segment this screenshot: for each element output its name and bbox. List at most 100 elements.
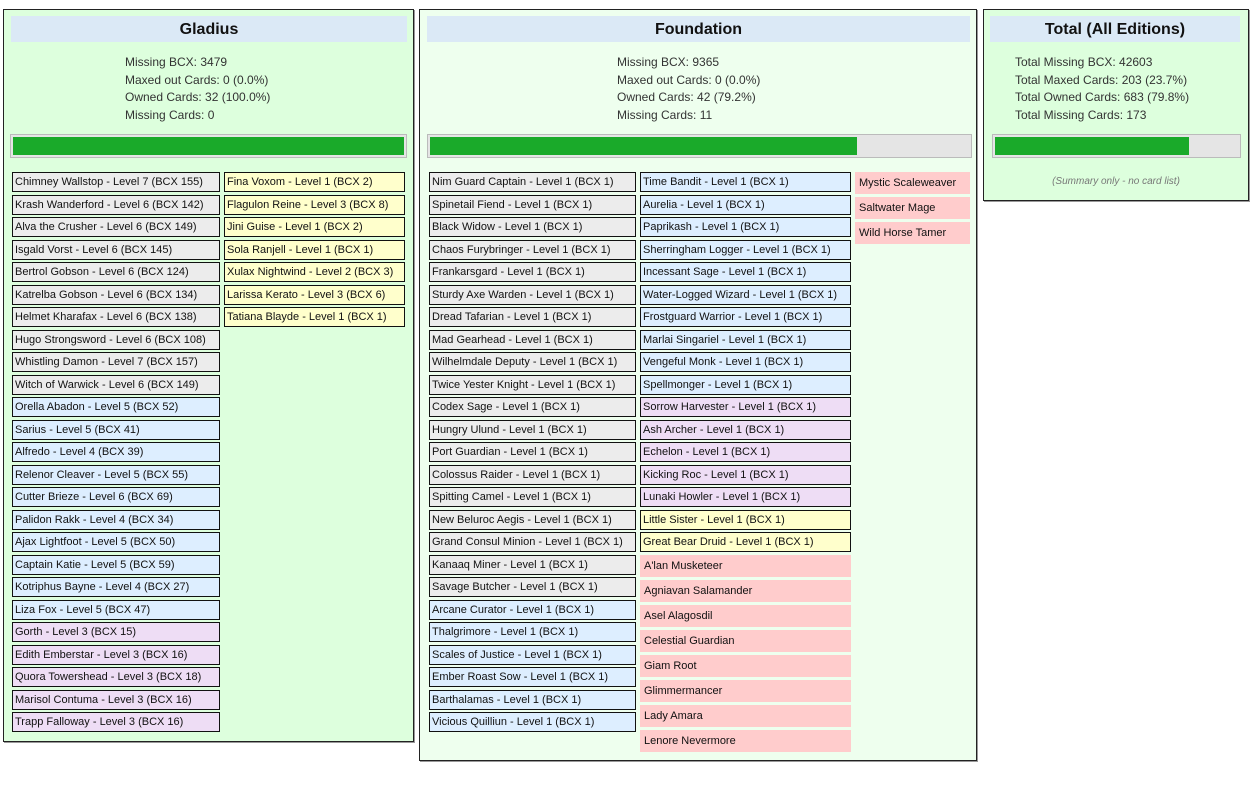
card-item[interactable]: Black Widow - Level 1 (BCX 1)	[429, 217, 636, 237]
card-item[interactable]: Helmet Kharafax - Level 6 (BCX 138)	[12, 307, 220, 327]
missing-card-item[interactable]: Agniavan Salamander	[640, 580, 851, 602]
card-item[interactable]: Hugo Strongsword - Level 6 (BCX 108)	[12, 329, 220, 350]
card-item[interactable]: Larissa Kerato - Level 3 (BCX 6)	[224, 284, 405, 305]
foundation-panel: Foundation Missing BCX: 9365 Maxed out C…	[419, 9, 977, 761]
missing-card-item[interactable]: Saltwater Mage	[855, 197, 970, 219]
card-item[interactable]: Arcane Curator - Level 1 (BCX 1)	[429, 599, 636, 620]
card-item[interactable]: Great Bear Druid - Level 1 (BCX 1)	[640, 532, 851, 552]
card-item[interactable]: Spitting Camel - Level 1 (BCX 1)	[429, 487, 636, 507]
card-item[interactable]: Chimney Wallstop - Level 7 (BCX 155)	[12, 172, 220, 192]
card-item[interactable]: Savage Butcher - Level 1 (BCX 1)	[429, 577, 636, 597]
card-item[interactable]: Kanaaq Miner - Level 1 (BCX 1)	[429, 554, 636, 575]
missing-card-item[interactable]: Lenore Nevermore	[640, 730, 851, 752]
foundation-stat-missing-bcx: Missing BCX: 9365	[617, 55, 720, 69]
card-item[interactable]: Echelon - Level 1 (BCX 1)	[640, 442, 851, 462]
gladius-panel: Gladius Missing BCX: 3479 Maxed out Card…	[3, 9, 414, 742]
card-item[interactable]: Orella Abadon - Level 5 (BCX 52)	[12, 397, 220, 417]
foundation-stats: Missing BCX: 9365 Maxed out Cards: 0 (0.…	[617, 54, 760, 124]
card-item[interactable]: Gorth - Level 3 (BCX 15)	[12, 622, 220, 642]
foundation-progress-bar	[427, 134, 972, 158]
card-item[interactable]: Sorrow Harvester - Level 1 (BCX 1)	[640, 397, 851, 417]
card-item[interactable]: Relenor Cleaver - Level 5 (BCX 55)	[12, 464, 220, 485]
card-item[interactable]: Chaos Furybringer - Level 1 (BCX 1)	[429, 239, 636, 260]
card-item[interactable]: Alva the Crusher - Level 6 (BCX 149)	[12, 217, 220, 237]
total-summary-note: (Summary only - no card list)	[1052, 176, 1180, 187]
card-item[interactable]: Sarius - Level 5 (BCX 41)	[12, 419, 220, 440]
gladius-stat-owned: Owned Cards: 32 (100.0%)	[125, 90, 271, 105]
missing-card-item[interactable]: Mystic Scaleweaver	[855, 172, 970, 194]
card-item[interactable]: Edith Emberstar - Level 3 (BCX 16)	[12, 644, 220, 665]
gladius-title: Gladius	[11, 16, 407, 42]
gladius-progress-fill	[13, 137, 404, 155]
card-item[interactable]: Liza Fox - Level 5 (BCX 47)	[12, 599, 220, 620]
card-item[interactable]: Isgald Vorst - Level 6 (BCX 145)	[12, 239, 220, 260]
card-item[interactable]: Spinetail Fiend - Level 1 (BCX 1)	[429, 194, 636, 215]
total-stat-maxed: Total Maxed Cards: 203 (23.7%)	[1015, 72, 1188, 87]
card-item[interactable]: Vicious Quilliun - Level 1 (BCX 1)	[429, 712, 636, 732]
card-item[interactable]: Aurelia - Level 1 (BCX 1)	[640, 194, 851, 215]
card-item[interactable]: Twice Yester Knight - Level 1 (BCX 1)	[429, 374, 636, 395]
card-item[interactable]: Kotriphus Bayne - Level 4 (BCX 27)	[12, 577, 220, 597]
card-item[interactable]: Cutter Brieze - Level 6 (BCX 69)	[12, 487, 220, 507]
card-item[interactable]: Time Bandit - Level 1 (BCX 1)	[640, 172, 851, 192]
gladius-progress-bar	[10, 134, 407, 158]
card-item[interactable]: Katrelba Gobson - Level 6 (BCX 134)	[12, 284, 220, 305]
card-item[interactable]: Sola Ranjell - Level 1 (BCX 1)	[224, 239, 405, 260]
card-item[interactable]: Spellmonger - Level 1 (BCX 1)	[640, 374, 851, 395]
card-item[interactable]: New Beluroc Aegis - Level 1 (BCX 1)	[429, 509, 636, 530]
card-item[interactable]: Flagulon Reine - Level 3 (BCX 8)	[224, 194, 405, 215]
card-item[interactable]: Hungry Ulund - Level 1 (BCX 1)	[429, 419, 636, 440]
card-item[interactable]: Colossus Raider - Level 1 (BCX 1)	[429, 464, 636, 485]
card-item[interactable]: Marisol Contuma - Level 3 (BCX 16)	[12, 689, 220, 710]
missing-card-item[interactable]: Giam Root	[640, 655, 851, 677]
card-item[interactable]: Krash Wanderford - Level 6 (BCX 142)	[12, 194, 220, 215]
card-item[interactable]: Quora Towershead - Level 3 (BCX 18)	[12, 667, 220, 687]
card-item[interactable]: Wilhelmdale Deputy - Level 1 (BCX 1)	[429, 352, 636, 372]
card-item[interactable]: Vengeful Monk - Level 1 (BCX 1)	[640, 352, 851, 372]
card-item[interactable]: Ash Archer - Level 1 (BCX 1)	[640, 419, 851, 440]
card-item[interactable]: Xulax Nightwind - Level 2 (BCX 3)	[224, 262, 405, 282]
card-item[interactable]: Frankarsgard - Level 1 (BCX 1)	[429, 262, 636, 282]
missing-card-item[interactable]: Asel Alagosdil	[640, 605, 851, 627]
card-item[interactable]: Barthalamas - Level 1 (BCX 1)	[429, 689, 636, 710]
missing-card-item[interactable]: Wild Horse Tamer	[855, 222, 970, 244]
total-stat-owned: Total Owned Cards: 683 (79.8%)	[1015, 90, 1190, 105]
card-item[interactable]: Frostguard Warrior - Level 1 (BCX 1)	[640, 307, 851, 327]
card-item[interactable]: Dread Tafarian - Level 1 (BCX 1)	[429, 307, 636, 327]
total-stat-missing-bcx: Total Missing BCX: 42603	[1015, 55, 1153, 69]
card-item[interactable]: Port Guardian - Level 1 (BCX 1)	[429, 442, 636, 462]
card-item[interactable]: Water-Logged Wizard - Level 1 (BCX 1)	[640, 284, 851, 305]
card-item[interactable]: Scales of Justice - Level 1 (BCX 1)	[429, 644, 636, 665]
card-item[interactable]: Paprikash - Level 1 (BCX 1)	[640, 217, 851, 237]
card-item[interactable]: Mad Gearhead - Level 1 (BCX 1)	[429, 329, 636, 350]
missing-card-item[interactable]: Glimmermancer	[640, 680, 851, 702]
card-item[interactable]: Codex Sage - Level 1 (BCX 1)	[429, 397, 636, 417]
card-item[interactable]: Trapp Falloway - Level 3 (BCX 16)	[12, 712, 220, 732]
card-item[interactable]: Palidon Rakk - Level 4 (BCX 34)	[12, 509, 220, 530]
card-item[interactable]: Captain Katie - Level 5 (BCX 59)	[12, 554, 220, 575]
card-item[interactable]: Marlai Singariel - Level 1 (BCX 1)	[640, 329, 851, 350]
missing-card-item[interactable]: A'lan Musketeer	[640, 555, 851, 577]
card-item[interactable]: Jini Guise - Level 1 (BCX 2)	[224, 217, 405, 237]
card-item[interactable]: Incessant Sage - Level 1 (BCX 1)	[640, 262, 851, 282]
foundation-stat-owned: Owned Cards: 42 (79.2%)	[617, 90, 756, 105]
card-item[interactable]: Fina Voxom - Level 1 (BCX 2)	[224, 172, 405, 192]
card-item[interactable]: Tatiana Blayde - Level 1 (BCX 1)	[224, 307, 405, 327]
card-item[interactable]: Lunaki Howler - Level 1 (BCX 1)	[640, 487, 851, 507]
card-item[interactable]: Alfredo - Level 4 (BCX 39)	[12, 442, 220, 462]
card-item[interactable]: Little Sister - Level 1 (BCX 1)	[640, 509, 851, 530]
card-item[interactable]: Witch of Warwick - Level 6 (BCX 149)	[12, 374, 220, 395]
total-title: Total (All Editions)	[990, 16, 1240, 42]
card-item[interactable]: Sherringham Logger - Level 1 (BCX 1)	[640, 239, 851, 260]
card-item[interactable]: Sturdy Axe Warden - Level 1 (BCX 1)	[429, 284, 636, 305]
card-item[interactable]: Kicking Roc - Level 1 (BCX 1)	[640, 464, 851, 485]
card-item[interactable]: Ember Roast Sow - Level 1 (BCX 1)	[429, 667, 636, 687]
card-item[interactable]: Bertrol Gobson - Level 6 (BCX 124)	[12, 262, 220, 282]
card-item[interactable]: Whistling Damon - Level 7 (BCX 157)	[12, 352, 220, 372]
card-item[interactable]: Thalgrimore - Level 1 (BCX 1)	[429, 622, 636, 642]
missing-card-item[interactable]: Celestial Guardian	[640, 630, 851, 652]
missing-card-item[interactable]: Lady Amara	[640, 705, 851, 727]
card-item[interactable]: Grand Consul Minion - Level 1 (BCX 1)	[429, 532, 636, 552]
card-item[interactable]: Nim Guard Captain - Level 1 (BCX 1)	[429, 172, 636, 192]
card-item[interactable]: Ajax Lightfoot - Level 5 (BCX 50)	[12, 532, 220, 552]
